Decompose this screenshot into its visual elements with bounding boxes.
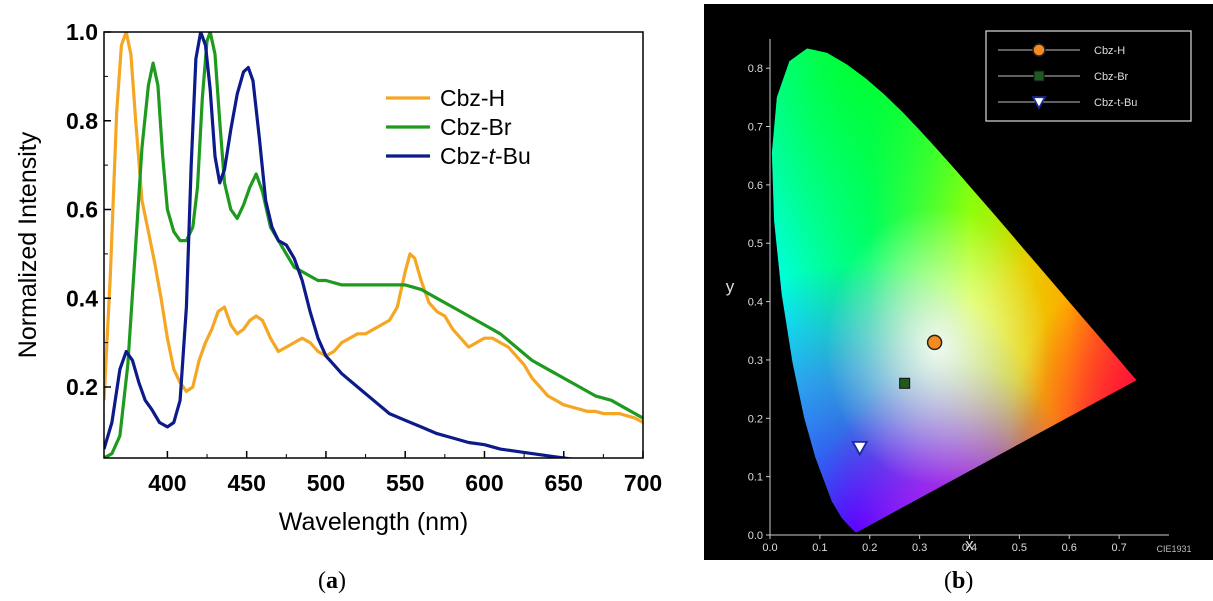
y-tick-label-a: 0.4 xyxy=(66,285,98,311)
y-tick-label-a: 1.0 xyxy=(66,19,98,45)
y-tick-label-b: 0.7 xyxy=(748,122,763,134)
y-tick-label-a: 0.2 xyxy=(66,374,98,400)
x-tick-label-b: 0.0 xyxy=(762,542,777,554)
x-tick-label-b: 0.2 xyxy=(862,542,877,554)
legend-b: Cbz-H Cbz-Br Cbz-t-Bu xyxy=(985,30,1192,122)
legend-a: Cbz-H Cbz-Br Cbz-t-Bu xyxy=(386,85,531,169)
x-tick-label-b: 0.6 xyxy=(1062,542,1077,554)
legend-label-b: Cbz-H xyxy=(1094,45,1125,57)
x-tick-label-b: 0.4 xyxy=(962,542,977,554)
legend-label-a: Cbz-Br xyxy=(440,114,512,140)
x-tick-label-a: 400 xyxy=(148,470,186,496)
y-tick-label-a: 0.8 xyxy=(66,108,98,134)
series-line-cbz-t-bu xyxy=(104,32,576,458)
cie-watermark: CIE1931 xyxy=(1156,544,1191,554)
x-tick-label-a: 600 xyxy=(465,470,503,496)
x-tick-label-a: 450 xyxy=(227,470,265,496)
series-line-cbz-br xyxy=(104,32,643,458)
y-tick-label-b: 0.3 xyxy=(748,355,763,367)
y-tick-label-b: 0.2 xyxy=(748,413,763,425)
y-axis-label-a: Normalized Intensity xyxy=(14,131,42,358)
legend-box-b xyxy=(985,30,1192,122)
caption-a: (a) xyxy=(318,568,346,594)
x-tick-label-a: 550 xyxy=(386,470,424,496)
x-tick-label-a: 650 xyxy=(545,470,583,496)
y-tick-label-b: 0.4 xyxy=(748,297,763,309)
legend-label-a: Cbz-H xyxy=(440,85,505,111)
legend-marker-b xyxy=(1033,70,1045,82)
x-axis-label-b: x xyxy=(965,535,974,554)
y-tick-label-b: 0.8 xyxy=(748,63,763,75)
legend-marker-b xyxy=(1031,96,1047,110)
legend-label-b: Cbz-Br xyxy=(1094,71,1129,83)
y-tick-label-b: 0.5 xyxy=(748,238,763,250)
legend-marker-b xyxy=(1032,43,1046,57)
x-tick-label-a: 500 xyxy=(307,470,345,496)
plot-frame-a xyxy=(103,31,644,459)
data-point-cbz-h xyxy=(926,334,943,351)
x-tick-label-a: 700 xyxy=(624,470,662,496)
y-tick-label-b: 0.6 xyxy=(748,180,763,192)
y-tick-label-b: 0.1 xyxy=(748,472,763,484)
x-tick-label-b: 0.1 xyxy=(812,542,827,554)
x-tick-label-b: 0.7 xyxy=(1111,542,1126,554)
chart-b: 0.0 0.1 0.2 0.3 0.4 0.5 0.6 0.7 0.0 0.1 0.2 0.3 0.4 0… xyxy=(704,4,1213,560)
caption-a-letter: a xyxy=(326,568,338,594)
data-point-cbz-br xyxy=(899,377,911,389)
caption-b: (b) xyxy=(944,568,974,594)
legend-label-a: Cbz-t-Bu xyxy=(440,143,531,169)
y-tick-label-a: 0.6 xyxy=(66,197,98,223)
y-axis-label-b: y xyxy=(726,277,735,296)
legend-label-b: Cbz-t-Bu xyxy=(1094,97,1137,109)
series-line-cbz-h xyxy=(104,32,643,424)
caption-b-letter: b xyxy=(952,568,966,594)
y-tick-label-b: 0.0 xyxy=(748,530,763,542)
data-point-cbz-t-bu xyxy=(851,440,869,457)
x-tick-label-b: 0.5 xyxy=(1012,542,1027,554)
x-tick-label-b: 0.3 xyxy=(912,542,927,554)
x-axis-label-a: Wavelength (nm) xyxy=(279,508,468,536)
chart-a: 400 450 500 550 600 650 700 0.2 0.4 0.6 0.8 1.0 Wav… xyxy=(14,19,662,536)
